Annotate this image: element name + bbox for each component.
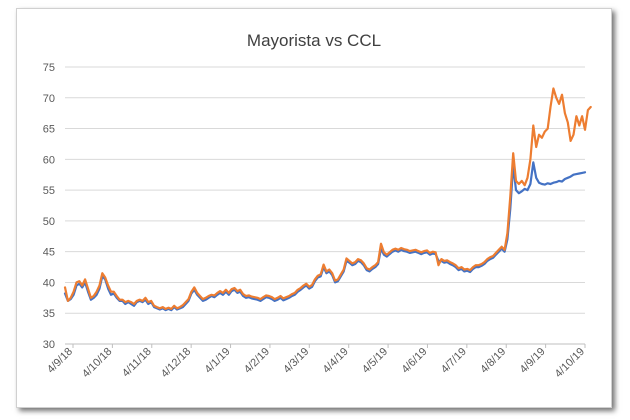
y-tick-label: 70 — [43, 93, 55, 105]
x-tick-label: 4/11/18 — [120, 346, 154, 380]
y-tick-label: 75 — [43, 62, 55, 74]
x-tick-label: 4/2/19 — [242, 346, 272, 376]
x-tick-label: 4/4/19 — [321, 346, 351, 376]
series-line-2 — [63, 87, 592, 310]
x-tick-label: 4/10/18 — [80, 346, 114, 380]
x-tick-label: 4/5/19 — [360, 346, 390, 376]
x-tick-label: 4/8/19 — [478, 346, 508, 376]
y-tick-label: 40 — [43, 277, 55, 289]
x-tick-label: 4/10/19 — [553, 346, 587, 380]
y-tick-label: 35 — [43, 308, 55, 320]
chart-title: Mayorista vs CCL — [246, 31, 382, 50]
x-tick-label: 4/12/18 — [159, 346, 193, 380]
y-tick-label: 50 — [43, 216, 55, 228]
y-tick-label: 30 — [43, 339, 55, 351]
y-tick-label: 65 — [43, 124, 55, 136]
x-tick-label: 4/7/19 — [439, 346, 469, 376]
x-tick-label: 4/9/19 — [518, 346, 548, 376]
y-tick-label: 45 — [43, 247, 55, 259]
chart-frame: Mayorista vs CCL 30 35 40 45 50 55 60 65 70 75 4/9… — [16, 8, 612, 408]
y-tick-label: 55 — [43, 185, 55, 197]
x-tick-label: 4/1/19 — [203, 346, 233, 376]
y-tick-label: 60 — [43, 154, 55, 166]
x-tick-label: 4/6/19 — [399, 346, 429, 376]
x-tick-label: 4/3/19 — [281, 346, 311, 376]
